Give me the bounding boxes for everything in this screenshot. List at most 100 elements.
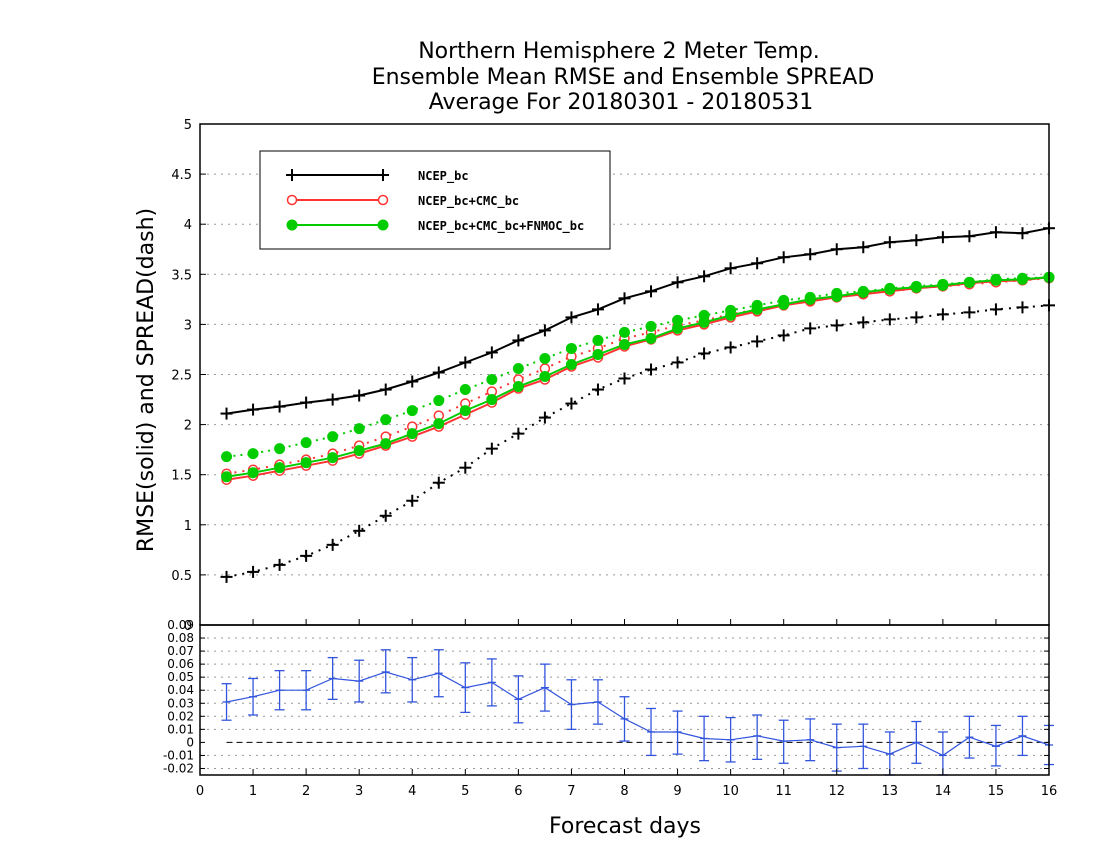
chart-title-line-1: Northern Hemisphere 2 Meter Temp. (418, 39, 820, 64)
series-point (725, 304, 737, 316)
series-point (910, 280, 922, 292)
series-point (380, 414, 392, 426)
x-tick-label: 5 (461, 784, 469, 799)
series-point (698, 309, 710, 321)
series-point (459, 384, 471, 396)
sub-y-tick-label: 0.08 (167, 631, 194, 645)
series-point (433, 395, 445, 407)
main-y-tick-label: 4 (184, 218, 192, 233)
series-point (512, 362, 524, 374)
sub-y-ticks: -0.02-0.0100.010.020.030.040.050.060.070… (163, 618, 1049, 775)
x-tick-label: 4 (408, 784, 416, 799)
main-y-tick-label: 2.5 (171, 369, 192, 384)
chart-title-line-2: Ensemble Mean RMSE and Ensemble SPREAD (372, 65, 875, 90)
main-y-tick-label: 3 (184, 318, 192, 333)
series-point (406, 428, 418, 440)
series-point (459, 405, 471, 417)
x-tick-label: 9 (673, 784, 681, 799)
x-axis-title: Forecast days (549, 814, 701, 839)
chart-title-line-3: Average For 20180301 - 20180531 (429, 90, 814, 115)
x-tick-label: 3 (355, 784, 363, 799)
series-point (221, 451, 233, 463)
series-point (565, 342, 577, 354)
series-point (300, 457, 312, 469)
series-point (884, 282, 896, 294)
x-tick-label: 15 (988, 784, 1005, 799)
series-point (512, 381, 524, 393)
x-tick-label: 8 (620, 784, 628, 799)
series-point (377, 194, 389, 206)
sub-y-tick-label: 0.04 (167, 683, 194, 697)
legend-label: NCEP_bc+CMC_bc+FNMOC_bc (418, 219, 584, 234)
series-point (286, 194, 298, 206)
sub-y-tick-label: 0.09 (167, 618, 194, 632)
main-y-tick-label: 1 (184, 519, 192, 534)
sub-y-tick-label: 0.01 (167, 722, 194, 736)
sub-difference-series (221, 649, 1054, 776)
series-point (406, 405, 418, 417)
x-tick-label: 10 (722, 784, 739, 799)
x-tick-label: 11 (775, 784, 792, 799)
series-point (300, 437, 312, 449)
x-axis-ticks: 0 1 2 3 4 5 6 7 8 9 10 11 12 13 14 15 16 (196, 619, 1057, 799)
main-y-tick-label: 0.5 (171, 569, 192, 584)
y-axis-title: RMSE(solid) and SPREAD(dash) (134, 208, 159, 552)
x-tick-label: 7 (567, 784, 575, 799)
series-point (327, 452, 339, 464)
series-point (937, 278, 949, 290)
series-point (619, 326, 630, 338)
series-point (377, 219, 389, 231)
x-tick-label: 14 (935, 784, 952, 799)
series-point (353, 423, 365, 435)
sub-series-line (226, 671, 1050, 757)
sub-y-tick-label: 0 (186, 735, 194, 749)
main-series-markers (220, 222, 1055, 583)
main-y-tick-label: 4.5 (171, 168, 192, 183)
main-y-tick-label: 5 (184, 118, 192, 133)
legend-box (259, 150, 611, 250)
sub-y-tick-label: 0.07 (167, 644, 194, 658)
main-y-tick-label: 0 (184, 619, 192, 634)
series-point (990, 273, 1002, 285)
main-y-tick-label: 1.5 (171, 469, 192, 484)
series-point (592, 348, 604, 360)
sub-y-tick-label: 0.05 (167, 670, 194, 684)
series-point (353, 445, 365, 457)
sub-y-tick-label: -0.01 (163, 748, 194, 762)
series-point (831, 287, 843, 299)
series-point (778, 294, 790, 306)
legend-label: NCEP_bc (418, 169, 469, 184)
series-point (221, 471, 233, 483)
x-tick-label: 6 (514, 784, 522, 799)
series-point (247, 448, 259, 460)
series-point (380, 438, 392, 450)
x-tick-label: 12 (828, 784, 845, 799)
series-point (565, 358, 577, 370)
series-point (433, 418, 445, 430)
series-point (963, 276, 975, 288)
series-point (486, 374, 498, 386)
series-point (857, 285, 869, 297)
series-point (1016, 272, 1028, 284)
sub-y-tick-label: 0.06 (167, 657, 194, 671)
x-tick-label: 16 (1041, 784, 1058, 799)
legend: NCEP_bc NCEP_bc+CMC_bc NCEP_bc+CMC_bc+FNMO… (259, 150, 611, 250)
main-y-tick-label: 2 (184, 419, 192, 434)
series-point (804, 291, 816, 303)
sub-y-tick-label: -0.02 (163, 761, 194, 775)
x-tick-label: 13 (882, 784, 899, 799)
series-point (672, 314, 684, 326)
legend-label: NCEP_bc+CMC_bc (418, 194, 519, 209)
series-point (592, 334, 604, 346)
series-point (274, 443, 286, 455)
series-point (286, 219, 298, 231)
series-point (619, 338, 630, 350)
series-point (751, 299, 763, 311)
series-point (539, 352, 551, 364)
main-y-tick-label: 3.5 (171, 268, 192, 283)
series-point (645, 320, 657, 332)
series-point (645, 332, 657, 344)
x-tick-label: 0 (196, 784, 204, 799)
series-point (247, 467, 259, 479)
